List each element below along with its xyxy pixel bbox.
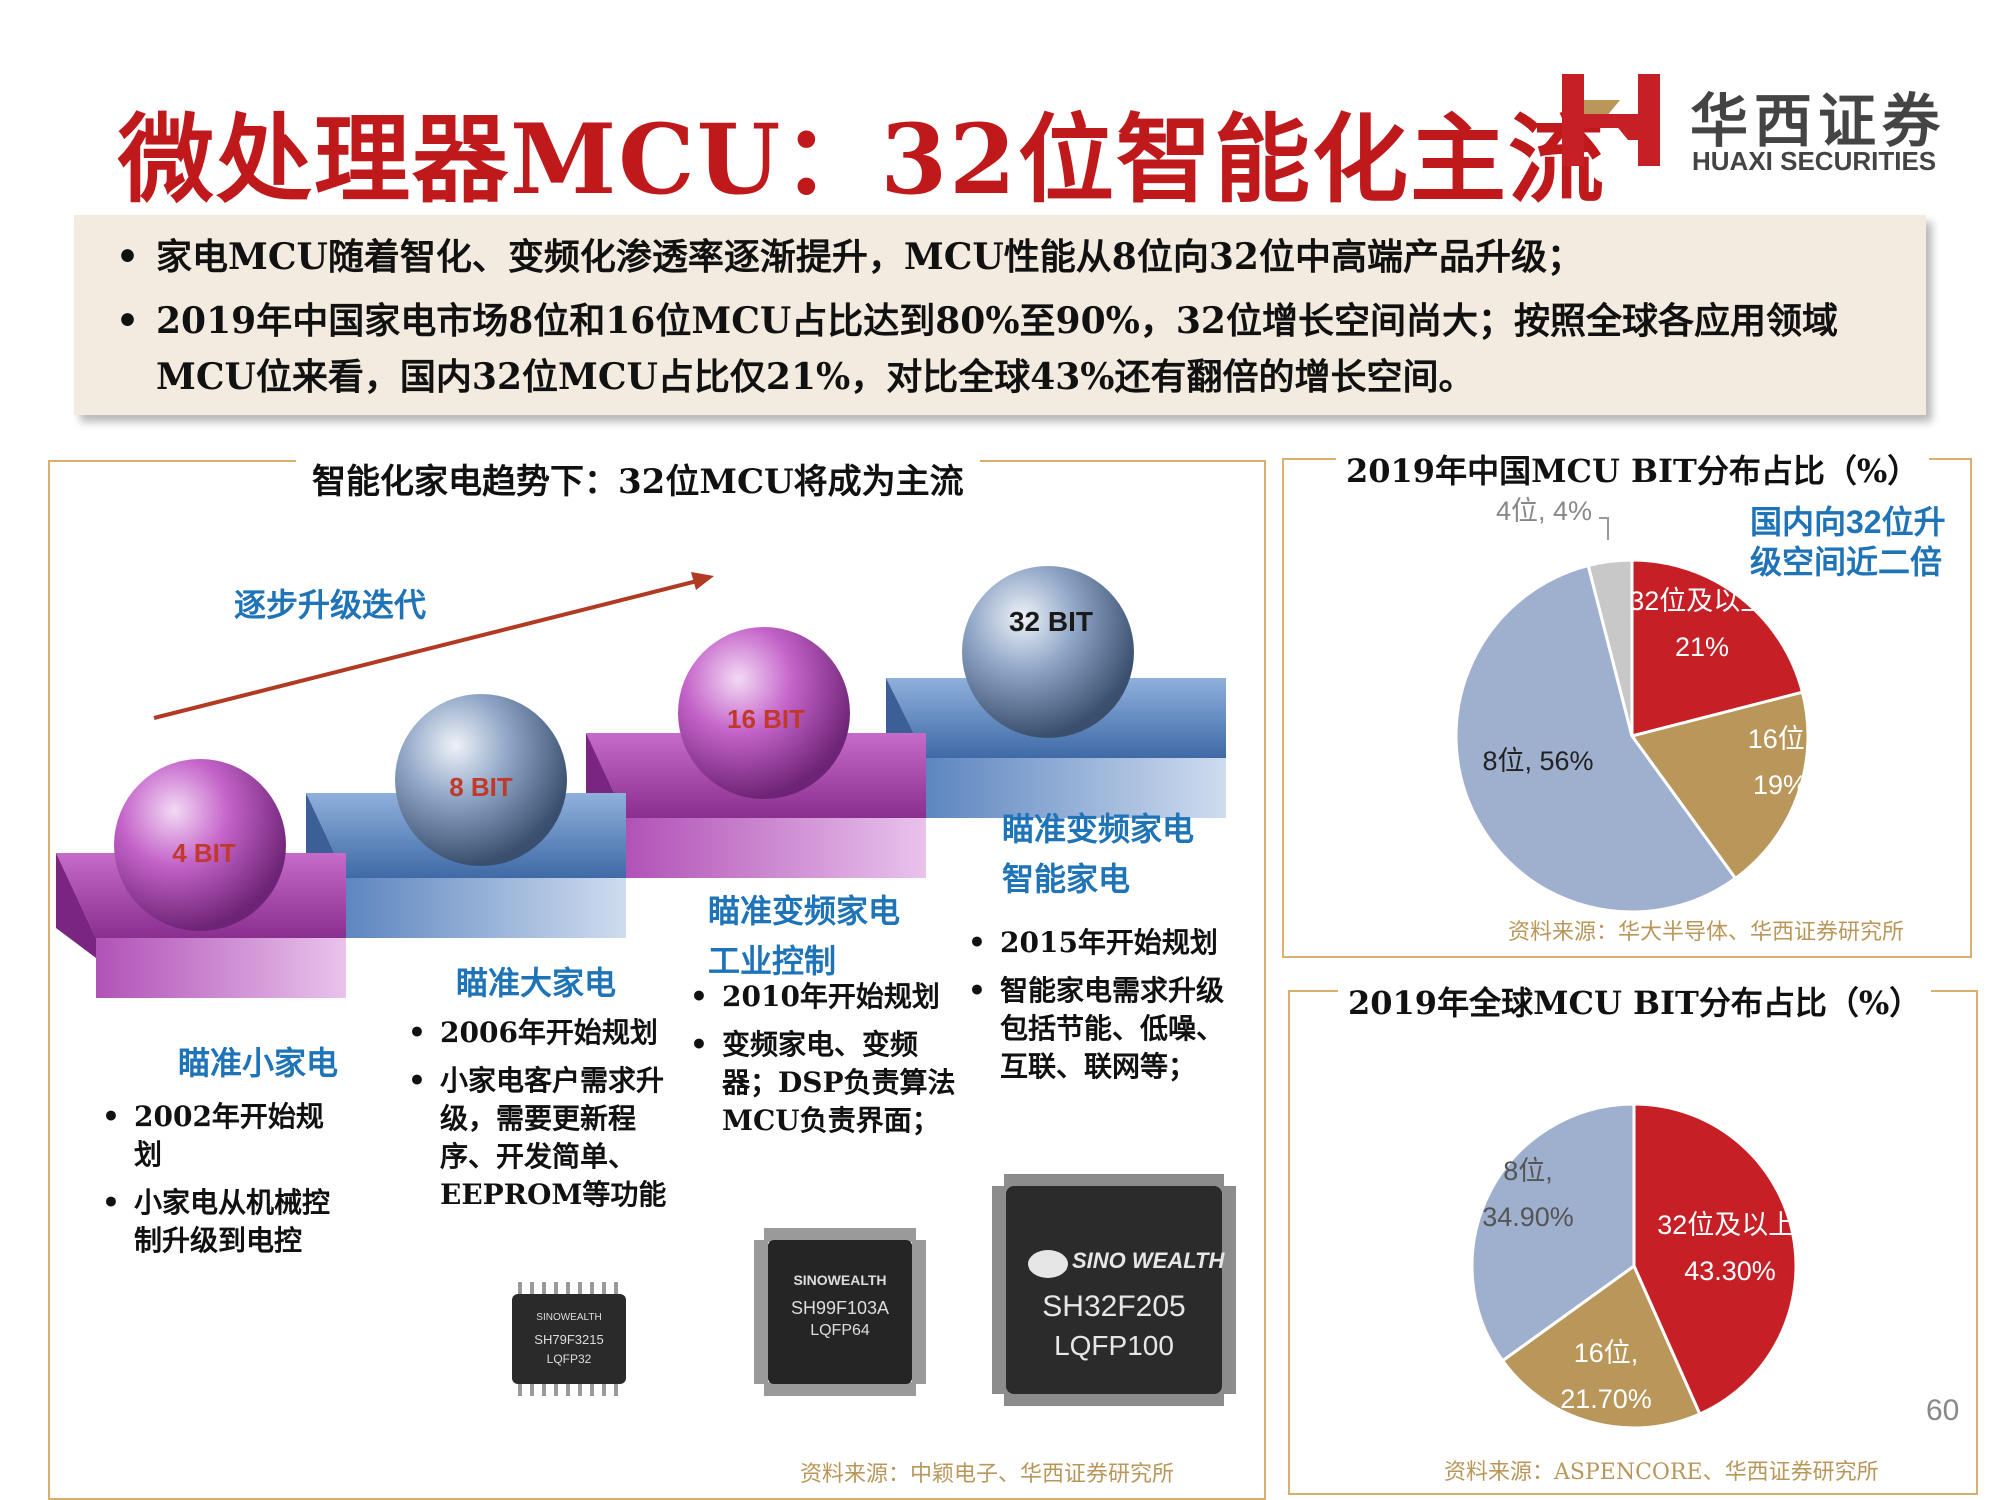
- pie-slice-2: [1454, 563, 1738, 914]
- chip3-brand: SINO WEALTH: [1072, 1248, 1225, 1273]
- step1-label: 瞄准小家电: [178, 1045, 339, 1081]
- pie-slice-0: [1632, 1102, 1798, 1417]
- summary-box: 家电MCU随着智化、变频化渗透率逐渐提升，MCU性能从8位向32位中高端产品升级…: [74, 215, 1926, 415]
- china-pie-title: 2019年中国MCU BIT分布占比（%）: [1336, 446, 1930, 492]
- page-title: 微处理器MCU：32位智能化主流: [118, 103, 1606, 216]
- company-logo: 华西证券 HUAXI SECURITIES: [1560, 70, 1980, 180]
- pie-slice-0: [1630, 558, 1805, 738]
- chip1-model: SH79F3215: [534, 1332, 604, 1347]
- china-mcu-pie-panel: 2019年中国MCU BIT分布占比（%） 32位及以上, 21% 16位, 19% 8…: [1282, 446, 1972, 958]
- left-panel: 智能化家电趋势下：32位MCU将成为主流: [46, 454, 1266, 1500]
- pie-slice-label-0: 32位及以上, 21%: [1629, 586, 1775, 662]
- step4-label-line2: 智能家电: [1002, 861, 1131, 897]
- chip1-brand: SINOWEALTH: [536, 1312, 602, 1323]
- pie-slice-3: [1586, 558, 1634, 737]
- chip1-package: LQFP32: [546, 1352, 592, 1366]
- step4-bullet: 智能家电需求升级包括节能、低噪、互联、联网等；: [964, 972, 1236, 1086]
- global-pie-title: 2019年全球MCU BIT分布占比（%）: [1338, 978, 1932, 1024]
- staircase-illustration: [56, 566, 1226, 998]
- logo-english-text: HUAXI SECURITIES: [1692, 146, 1937, 176]
- sphere-32bit-label: 32 BIT: [1008, 606, 1094, 637]
- step2-bullet: 小家电客户需求升级，需要更新程序、开发简单、EEPROM等功能: [404, 1062, 680, 1214]
- step4-label-line1: 瞄准变频家电: [1002, 811, 1195, 847]
- step2-bullet: 2006年开始规划: [404, 1014, 680, 1052]
- step3-bullet: 2010年开始规划: [686, 978, 956, 1016]
- chip3-model: SH32F205: [1042, 1290, 1186, 1323]
- page-number: 60: [1926, 1394, 1960, 1427]
- pie-slice-label-2: 8位, 56%: [1482, 746, 1593, 776]
- step4-bullet: 2015年开始规划: [964, 924, 1236, 962]
- pie-slice-label-1: 16位, 19%: [1748, 724, 1813, 800]
- summary-bullet: 家电MCU随着智化、变频化渗透率逐渐提升，MCU性能从8位向32位中高端产品升级…: [104, 229, 1926, 285]
- step2-label: 瞄准大家电: [456, 965, 617, 1001]
- pie-slice-1: [1629, 690, 1810, 881]
- pie-leader-line: [1599, 517, 1609, 540]
- sphere-4bit-label: 4 BIT: [172, 838, 236, 868]
- step1-bullet: 2002年开始规划: [98, 1098, 338, 1174]
- chip-lqfp100: SINO WEALTH SH32F205 LQFP100: [990, 1170, 1238, 1410]
- step1-bullets: 2002年开始规划 小家电从机械控制升级到电控: [98, 1098, 338, 1270]
- sphere-16bit-label: 16 BIT: [726, 704, 806, 734]
- china-pie-annotation: 国内向32位升级空间近二倍: [1750, 504, 1946, 580]
- chip2-model: SH99F103A: [790, 1298, 890, 1318]
- china-pie-source: 资料来源：华大半导体、华西证券研究所: [1508, 920, 1905, 945]
- sphere-8bit-label: 8 BIT: [449, 772, 513, 802]
- huaxi-logo-mark: [1562, 74, 1660, 166]
- upgrade-arrow-label: 逐步升级迭代: [234, 587, 427, 623]
- step4-bullets: 2015年开始规划 智能家电需求升级包括节能、低噪、互联、联网等；: [964, 924, 1236, 1096]
- step2-bullets: 2006年开始规划 小家电客户需求升级，需要更新程序、开发简单、EEPROM等功…: [404, 1014, 680, 1224]
- global-pie-source: 资料来源：ASPENCORE、华西证券研究所: [1444, 1460, 1879, 1485]
- left-panel-source: 资料来源：中颖电子、华西证券研究所: [800, 1462, 1175, 1487]
- step3-bullet: 变频家电、变频器；DSP负责算法MCU负责界面；: [686, 1026, 956, 1140]
- global-pie-chart: 32位及以上, 43.30%16位, 21.70% 8位, 34.90%: [1470, 1102, 1803, 1430]
- chip2-brand: SINOWEALTH: [793, 1272, 887, 1288]
- pie-slice-label-2: 8位, 34.90%: [1482, 1156, 1574, 1232]
- china-pie-chart: 32位及以上, 21% 16位, 19% 8位, 56% 4位, 4%: [1454, 496, 1813, 914]
- step3-label-line2: 工业控制: [708, 943, 837, 979]
- pie-slice-2: [1470, 1102, 1636, 1363]
- pie-slice-1: [1500, 1263, 1702, 1430]
- pie-slice-label-0: 32位及以上, 43.30%: [1657, 1210, 1803, 1286]
- global-mcu-pie-panel: 2019年全球MCU BIT分布占比（%） 32位及以上, 43.30% 16位, 2…: [1288, 978, 1978, 1495]
- step3-bullets: 2010年开始规划 变频家电、变频器；DSP负责算法MCU负责界面；: [686, 978, 956, 1150]
- chip2-package: LQFP64: [810, 1322, 870, 1339]
- step3-label-line1: 瞄准变频家电: [708, 893, 901, 929]
- chip-lqfp64: SINOWEALTH SH99F103A LQFP64: [750, 1222, 930, 1402]
- chip3-package: LQFP100: [1054, 1330, 1174, 1361]
- summary-bullet: 2019年中国家电市场8位和16位MCU占比达到80%至90%，32位增长空间尚…: [104, 293, 1926, 405]
- logo-chinese-text: 华西证券: [1690, 87, 1947, 155]
- step1-bullet: 小家电从机械控制升级到电控: [98, 1184, 338, 1260]
- pie-slice-label-3: 4位, 4%: [1496, 496, 1592, 526]
- left-panel-title: 智能化家电趋势下：32位MCU将成为主流: [296, 454, 980, 503]
- chip-lqfp32: SINOWEALTH SH79F3215 LQFP32: [496, 1274, 646, 1404]
- pie-slice-label-1: 16位, 21.70%: [1560, 1338, 1652, 1414]
